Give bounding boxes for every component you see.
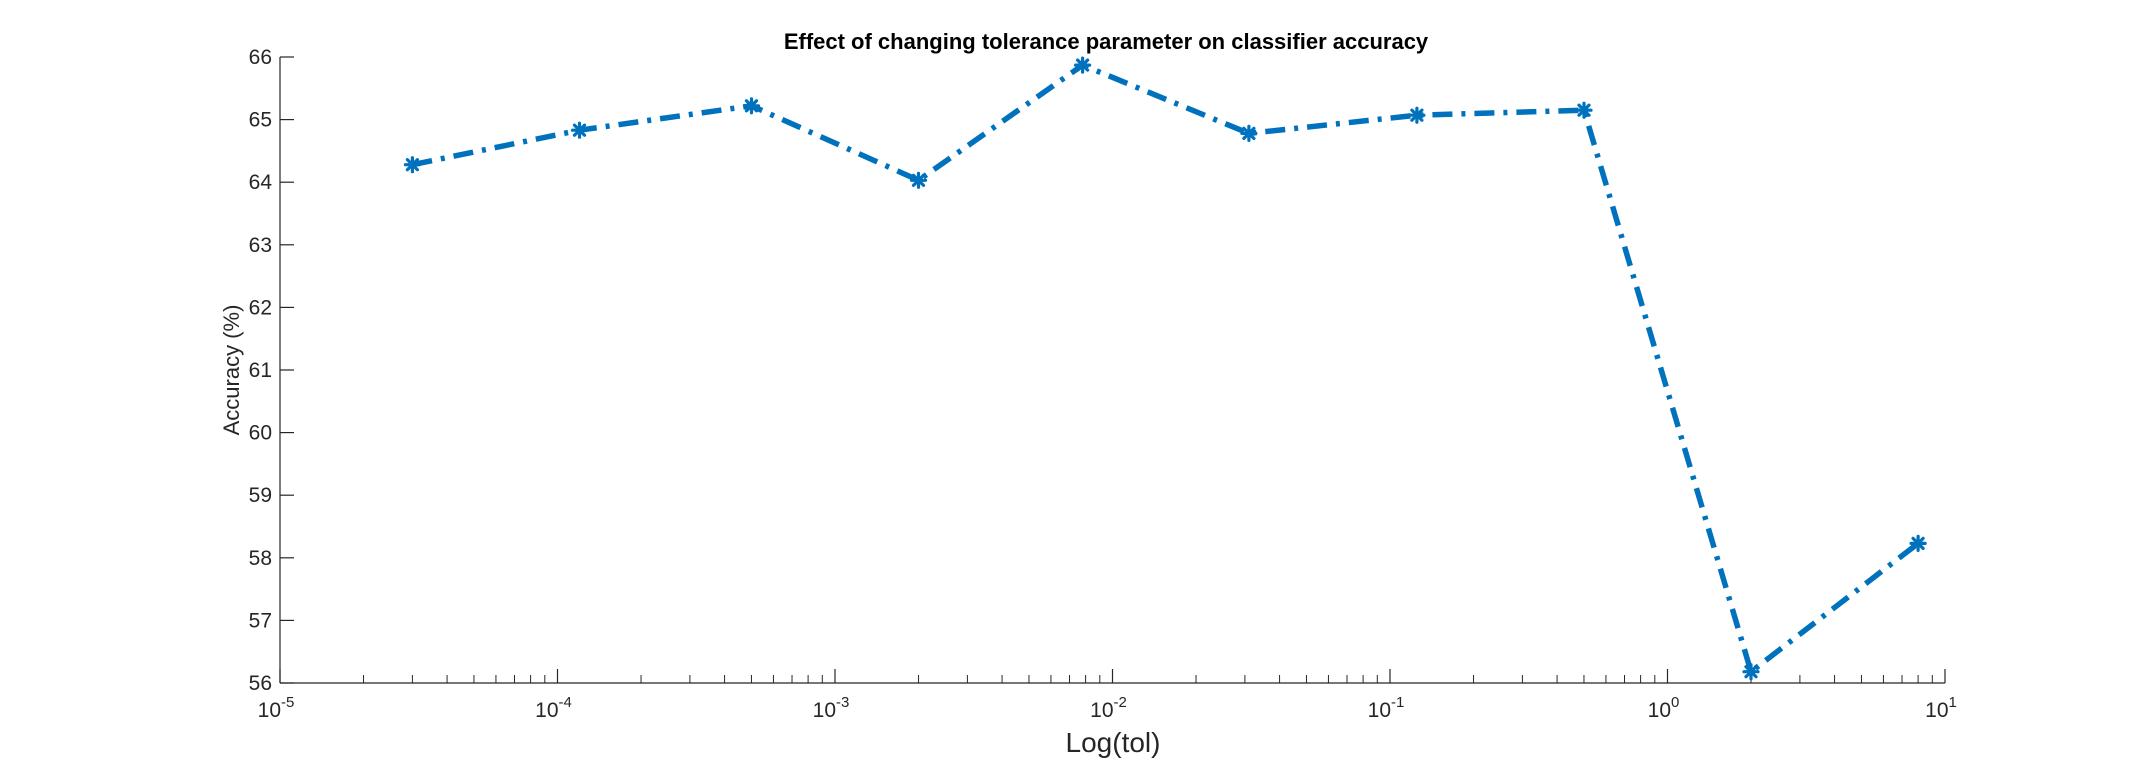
axes: 10-5 10-4 10-3 10-2 10-1 100 101 5657585960616… bbox=[249, 46, 1957, 722]
x-tick-exponent: -2 bbox=[1114, 694, 1127, 711]
y-tick-label: 57 bbox=[249, 609, 272, 632]
x-tick-base: 10 bbox=[258, 699, 281, 722]
x-axis-label: Log(tol) bbox=[1066, 727, 1161, 758]
x-tick-base: 10 bbox=[1368, 699, 1391, 722]
data-markers bbox=[403, 56, 1927, 681]
x-tick-base: 10 bbox=[813, 699, 836, 722]
y-tick-label: 58 bbox=[249, 547, 272, 570]
data-point-marker bbox=[909, 171, 928, 189]
x-tick-label: 101 bbox=[1925, 694, 1957, 722]
y-tick-label: 64 bbox=[249, 171, 273, 194]
x-tick-label: 10-4 bbox=[535, 694, 572, 722]
y-ticks: 56 57 58 59 60 61 62 63 64 65 66 bbox=[249, 46, 294, 695]
x-tick-base: 10 bbox=[1925, 699, 1948, 722]
x-tick-label: 10-3 bbox=[813, 694, 850, 722]
y-tick-label: 65 bbox=[249, 109, 272, 132]
data-point-marker bbox=[570, 121, 589, 139]
y-tick-label: 60 bbox=[249, 422, 272, 445]
y-tick-label: 63 bbox=[249, 234, 272, 257]
x-tick-exponent: 0 bbox=[1671, 694, 1679, 711]
y-axis-label: Accuracy (%) bbox=[219, 305, 244, 436]
x-tick-exponent: -5 bbox=[281, 694, 294, 711]
data-point-marker bbox=[742, 97, 761, 115]
y-tick-label: 62 bbox=[249, 296, 272, 319]
x-tick-base: 10 bbox=[1648, 699, 1671, 722]
data-point-marker bbox=[1073, 56, 1092, 74]
x-tick-label: 10-2 bbox=[1090, 694, 1127, 722]
y-tick-label: 59 bbox=[249, 484, 272, 507]
x-tick-label: 10-5 bbox=[258, 694, 295, 722]
x-tick-label: 100 bbox=[1648, 694, 1680, 722]
x-tick-label: 10-1 bbox=[1368, 694, 1405, 722]
y-tick-label: 61 bbox=[249, 359, 272, 382]
y-tick-label: 56 bbox=[249, 672, 272, 695]
x-tick-base: 10 bbox=[1090, 699, 1113, 722]
data-point-marker bbox=[1575, 101, 1593, 119]
data-point-marker bbox=[1408, 106, 1426, 124]
x-tick-exponent: -3 bbox=[836, 694, 849, 711]
data-point-marker bbox=[1240, 124, 1258, 142]
x-tick-exponent: -1 bbox=[1391, 694, 1404, 711]
accuracy-series-line bbox=[411, 62, 1920, 675]
data-point-marker bbox=[1742, 663, 1760, 681]
x-tick-exponent: 1 bbox=[1949, 694, 1957, 711]
data-point-marker bbox=[1909, 534, 1927, 553]
y-tick-label: 66 bbox=[249, 46, 272, 69]
chart-title: Effect of changing tolerance parameter o… bbox=[784, 29, 1429, 54]
x-tick-base: 10 bbox=[535, 699, 558, 722]
x-ticks: 10-5 10-4 10-3 10-2 10-1 100 101 bbox=[258, 669, 1957, 722]
plot-area bbox=[403, 56, 1927, 681]
data-point-marker bbox=[403, 156, 421, 174]
x-tick-exponent: -4 bbox=[559, 694, 572, 711]
